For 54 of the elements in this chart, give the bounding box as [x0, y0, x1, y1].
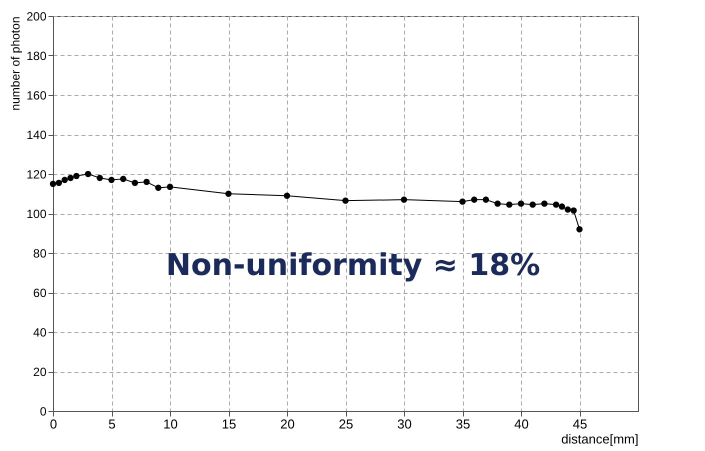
point	[166, 184, 174, 190]
point	[73, 172, 80, 180]
x-tick-label: 20	[280, 416, 295, 432]
y-tick-label: 80	[33, 246, 47, 260]
point	[342, 198, 349, 204]
y-tick-label: 140	[26, 128, 47, 142]
point	[132, 180, 138, 186]
point	[56, 180, 62, 186]
point	[96, 174, 103, 182]
point	[558, 203, 566, 210]
point	[564, 206, 571, 213]
point	[518, 200, 524, 207]
point	[284, 192, 290, 199]
point	[108, 176, 115, 184]
point	[155, 184, 162, 191]
point	[459, 198, 466, 205]
point	[400, 196, 408, 203]
x-tick-label: 35	[456, 416, 470, 432]
y-tick-label: 0	[40, 404, 47, 418]
y-tick-label: 200	[26, 10, 47, 24]
point	[552, 201, 560, 208]
y-tick-label: 120	[26, 168, 47, 182]
x-tick-label: 15	[222, 416, 236, 432]
point	[67, 174, 74, 182]
y-tick-label: 180	[26, 49, 47, 63]
point	[50, 180, 56, 188]
y-tick-label: 20	[33, 365, 47, 379]
point	[570, 207, 577, 214]
x-tick-label: 0	[50, 416, 58, 432]
x-tick-label: 25	[338, 416, 354, 432]
annotation: Non-uniformity ≈ 18%	[166, 248, 540, 283]
x-tick-label: 45	[572, 416, 588, 432]
point	[576, 226, 583, 232]
point	[482, 196, 490, 203]
point	[506, 201, 512, 208]
point	[143, 178, 150, 186]
x-axis-title: distance[mm]	[561, 432, 638, 446]
point	[541, 200, 548, 207]
y-axis-title: number of photon	[8, 16, 22, 111]
x-tick-label: 40	[514, 416, 529, 432]
point	[84, 170, 92, 178]
x-tick-label: 30	[397, 416, 412, 432]
point	[62, 176, 68, 184]
x-tick-label: 5	[108, 416, 116, 432]
point	[471, 196, 478, 203]
point	[530, 201, 536, 208]
y-tick-label: 40	[33, 326, 47, 340]
point	[494, 200, 501, 207]
y-tick-label: 100	[26, 207, 47, 221]
y-tick-label: 160	[26, 88, 47, 102]
point	[225, 190, 232, 197]
x-tick-label: 10	[163, 416, 178, 432]
point	[120, 176, 126, 182]
y-tick-label: 60	[33, 286, 47, 300]
